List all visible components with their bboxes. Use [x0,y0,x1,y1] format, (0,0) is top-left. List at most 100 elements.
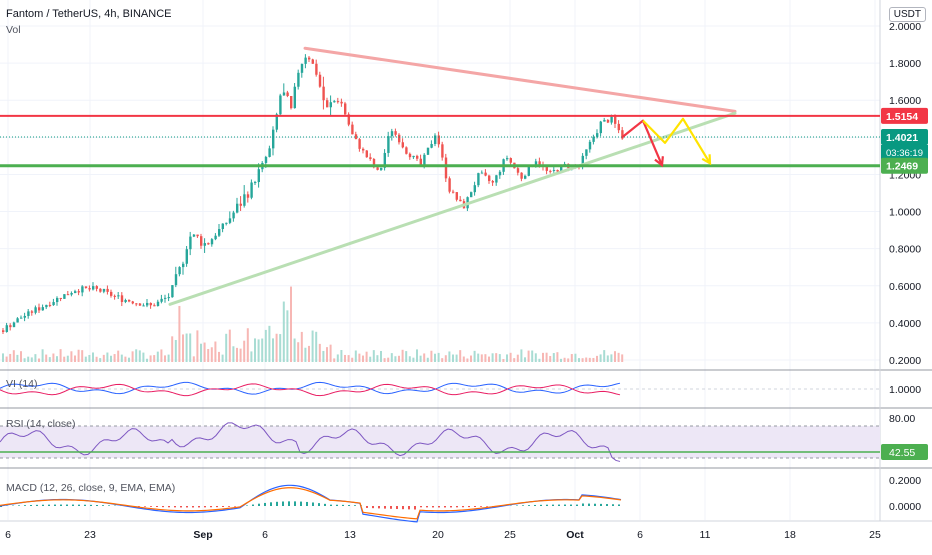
volume-bar [477,354,479,362]
volume-bar [139,350,141,362]
volume-bar [283,302,285,362]
macd-histogram-bar [528,505,530,506]
candle-body [528,166,530,176]
volume-bar [524,357,526,362]
volume-bar [330,345,332,362]
macd-histogram-bar [366,506,368,508]
volume-bar [164,355,166,362]
time-tick-label: 25 [504,529,516,541]
candle-body [340,102,342,104]
macd-histogram-bar [150,506,152,507]
volume-bar [49,357,51,362]
candle-body [96,286,98,289]
macd-histogram-bar [354,505,356,506]
rsi-indicator-label[interactable]: RSI (14, close) [6,418,75,430]
volume-bar [286,310,288,362]
macd-histogram-bar [456,506,458,507]
volume-bar [150,355,152,362]
volume-bar [459,350,461,362]
candle-body [218,229,220,236]
macd-histogram-bar [246,505,248,506]
macd-histogram-bar [318,503,320,506]
volume-bar [430,351,432,362]
currency-button[interactable]: USDT [889,7,926,22]
candle-body [207,243,209,244]
macd-histogram-bar [216,506,218,507]
volume-bar [322,351,324,362]
volume-bar [99,358,101,362]
volume-bar [272,338,274,362]
macd-indicator-label[interactable]: MACD (12, 26, close, 9, EMA, EMA) [6,482,175,494]
candle-body [315,64,317,75]
macd-histogram-bar [156,506,158,507]
candle-body [92,286,94,289]
chart-title: Fantom / TetherUS, 4h, BINANCE [6,8,171,20]
volume-bar [6,357,8,362]
candle-body [153,305,155,306]
volume-bar [175,340,177,362]
candle-body [553,170,555,171]
volume-bar [276,334,278,362]
volume-bar [571,354,573,362]
volume-bar [96,357,98,362]
candle-body [556,170,558,172]
price-tick-label: 0.2000 [889,355,921,367]
volume-bar [222,355,224,362]
volume-bar [492,353,494,362]
macd-histogram-bar [294,501,296,506]
macd-histogram-bar [90,505,92,506]
candle-body [423,155,425,165]
volume-bar [369,357,371,362]
volume-bar [535,353,537,362]
macd-histogram-bar [264,503,266,506]
candle-body [160,299,162,302]
volume-bar [376,355,378,362]
candle-body [592,137,594,142]
volume-bar [9,354,11,362]
volume-bar [63,357,65,362]
volume-bar [13,350,15,362]
candle-body [110,292,112,296]
candle-body [85,286,87,288]
candle-body [6,325,8,332]
candle-body [186,249,188,264]
candle-body [146,303,148,305]
volume-bar [351,358,353,362]
candle-body [326,100,328,107]
candle-body [88,288,90,289]
candle-body [495,175,497,182]
candle-body [337,101,339,102]
candle-body [2,330,4,332]
volume-bar [344,355,346,362]
volume-bar [438,353,440,362]
candle-body [294,87,296,108]
candle-body [589,142,591,150]
candle-body [204,243,206,246]
candle-body [99,289,101,292]
volume-bar [531,351,533,362]
candle-body [254,182,256,183]
macd-histogram-bar [192,506,194,507]
macd-histogram-bar [384,506,386,509]
candle-body [178,267,180,274]
resistance-value: 1.5154 [886,111,918,123]
candle-body [366,150,368,157]
macd-histogram-bar [522,505,524,506]
volume-bar [218,352,220,362]
macd-histogram-bar [570,505,572,506]
volume-bar [441,358,443,362]
volume-bar [621,354,623,362]
macd-histogram-bar [42,505,44,506]
candle-body [319,75,321,87]
vi-indicator-label[interactable]: VI (14) [6,378,38,390]
volume-bar [70,351,72,362]
volume-bar [254,338,256,362]
volume-bar [258,339,260,362]
volume-bar [92,352,94,362]
support-value: 1.2469 [886,161,918,173]
candle-body [38,307,40,310]
time-tick-label: 6 [262,529,268,541]
macd-histogram-bar [558,505,560,506]
macd-histogram-bar [396,506,398,509]
candle-body [135,303,137,304]
